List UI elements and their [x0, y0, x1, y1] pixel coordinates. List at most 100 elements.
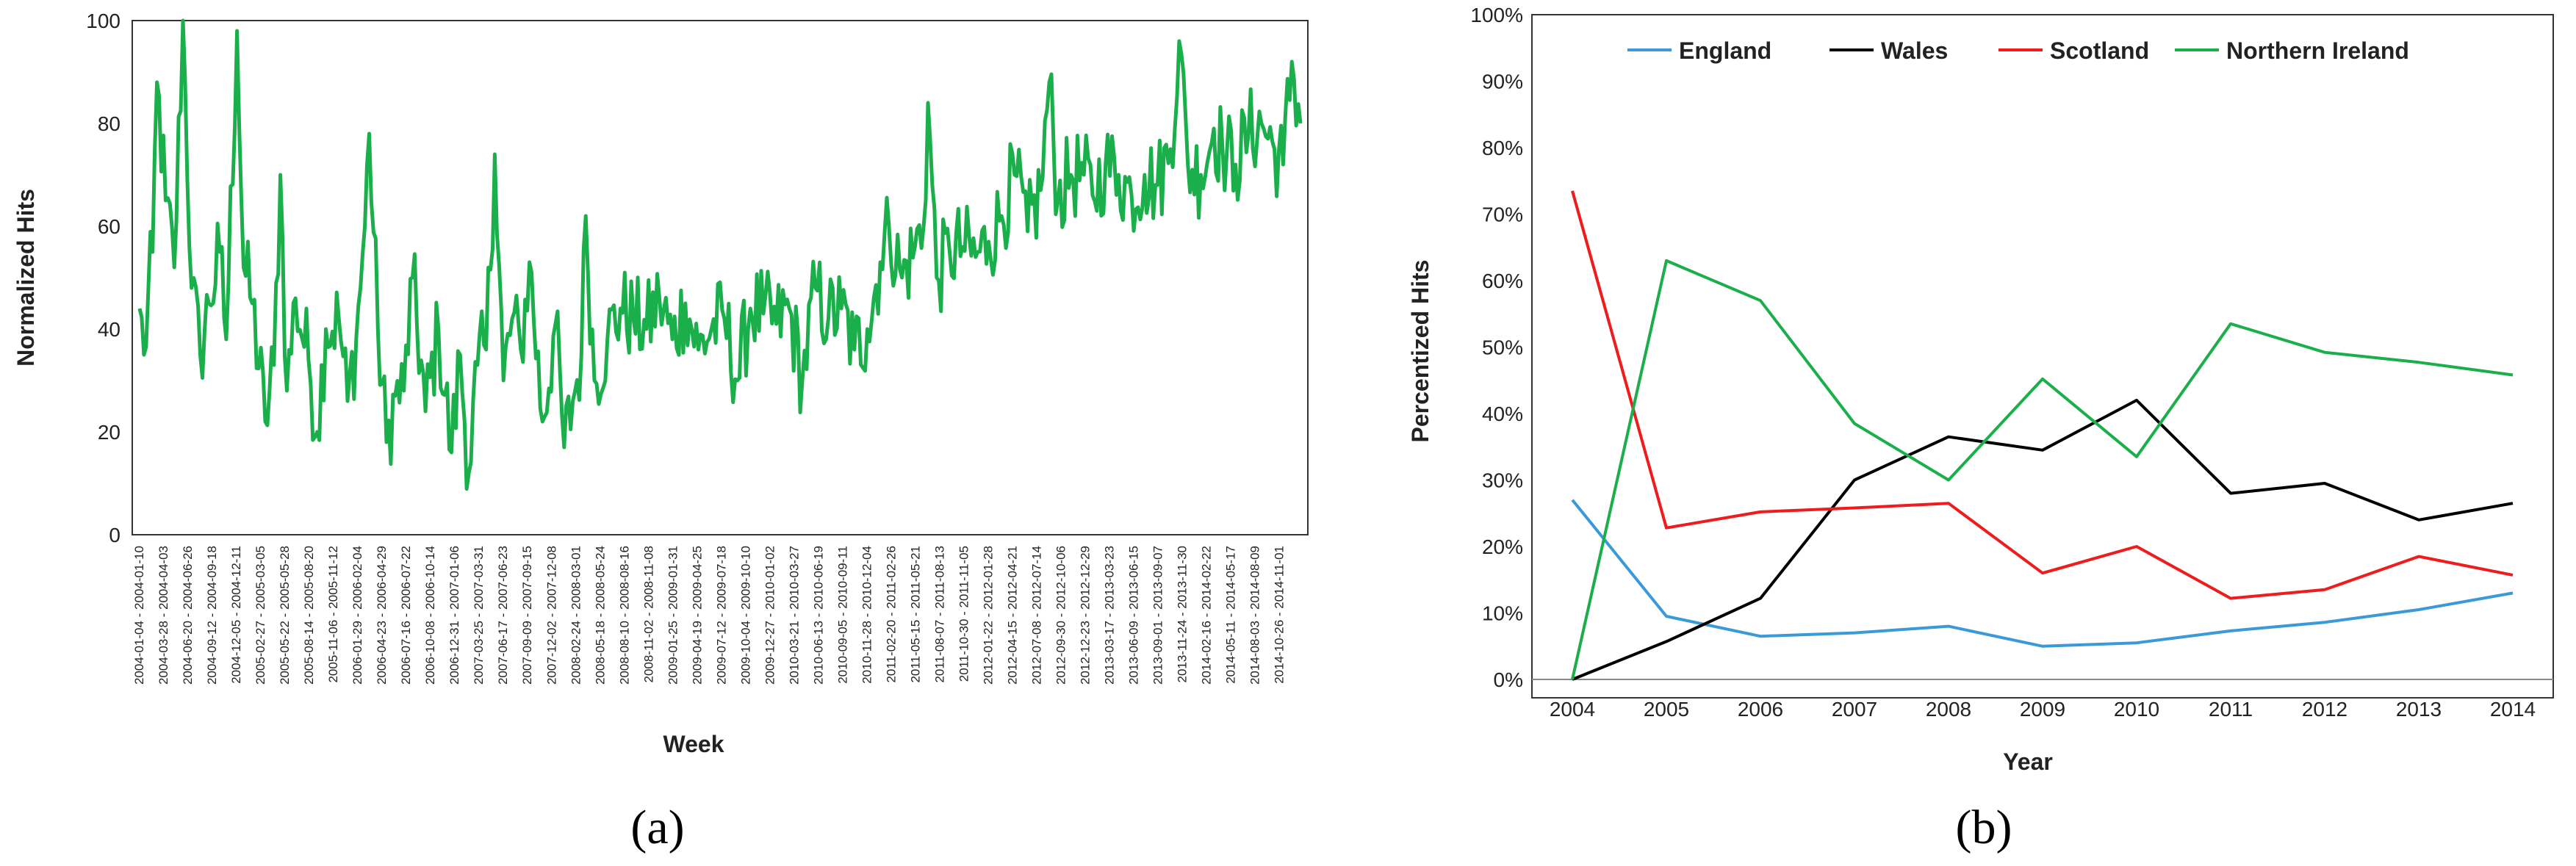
chart-b-legend-label: England [1679, 37, 1771, 64]
chart-a-x-tick-label: 2006-01-29 - 2006-02-04 [350, 546, 364, 685]
chart-a-x-tick-label: 2004-09-12 - 2004-09-18 [205, 546, 219, 685]
chart-b-x-tick-label: 2012 [2302, 698, 2347, 721]
chart-b-y-axis-title: Percentized Hits [1407, 260, 1433, 443]
chart-a-x-tick-label: 2009-04-19 - 2009-04-25 [690, 546, 704, 685]
chart-a-x-tick-label: 2008-11-02 - 2008-11-08 [641, 546, 655, 683]
chart-a-x-tick-label: 2009-07-12 - 2009-07-18 [714, 546, 728, 685]
chart-a-x-tick-label: 2004-06-20 - 2004-06-26 [181, 546, 195, 685]
chart-b-series-line-england [1571, 499, 2514, 648]
chart-b-x-tick-label: 2008 [1926, 698, 1971, 721]
chart-a-x-tick-label: 2013-11-24 - 2013-11-30 [1176, 546, 1190, 683]
chart-a-y-tick-label: 20 [98, 421, 120, 444]
chart-a-x-tick-label: 2011-10-30 - 2011-11-05 [957, 546, 971, 682]
chart-a-x-tick-label: 2011-08-07 - 2011-08-13 [932, 546, 946, 683]
chart-b-y-tick-label: 70% [1482, 203, 1523, 226]
chart-b-y-tick-label: 30% [1482, 469, 1523, 492]
chart-a-x-tick-label: 2005-02-27 - 2005-03-05 [253, 546, 267, 685]
chart-a-x-tick-label: 2010-06-13 - 2010-06-19 [811, 546, 825, 685]
chart-b-y-tick-label: 100% [1470, 4, 1523, 26]
chart-b-y-ticks: 0% 10% 20% 30% 40% 50% 60% 70% 80% 90% 100% [1470, 4, 1523, 691]
chart-b-y-tick-label: 90% [1482, 71, 1523, 93]
chart-b-x-tick-label: 2009 [2020, 698, 2065, 721]
chart-a-x-tick-label: 2011-02-20 - 2011-02-26 [884, 546, 898, 683]
chart-a-x-tick-label: 2012-01-22 - 2012-01-28 [982, 546, 996, 685]
chart-b-x-tick-label: 2007 [1832, 698, 1877, 721]
chart-b-legend-label: Northern Ireland [2226, 37, 2409, 64]
chart-b-series-line-scotland [1571, 190, 2514, 600]
chart-a-y-axis-title: Normalized Hits [12, 189, 39, 367]
chart-a-x-tick-label: 2014-08-03 - 2014-08-09 [1248, 546, 1262, 685]
chart-a-x-tick-label: 2005-05-22 - 2005-05-28 [278, 546, 292, 685]
chart-a-x-tick-label: 2010-03-21 - 2010-03-27 [787, 546, 801, 685]
chart-a-x-tick-label: 2007-12-02 - 2007-12-08 [544, 546, 558, 685]
chart-a-x-ticks: 2004-01-04 - 2004-01-10 2004-03-28 - 2004… [132, 546, 1287, 685]
chart-a-y-tick-label: 40 [98, 318, 120, 341]
chart-a-x-tick-label: 2008-02-24 - 2008-03-01 [569, 546, 583, 685]
chart-a-y-tick-label: 100 [86, 10, 120, 32]
chart-a-axes [132, 20, 1309, 535]
chart-a-x-tick-label: 2006-07-16 - 2006-07-22 [399, 546, 413, 685]
chart-a-x-tick-label: 2007-03-25 - 2007-03-31 [472, 546, 486, 685]
chart-a-x-tick-label: 2004-01-04 - 2004-01-10 [132, 546, 146, 685]
chart-a-y-tick-label: 80 [98, 112, 120, 135]
chart-a-x-tick-label: 2013-06-09 - 2013-06-15 [1127, 546, 1141, 685]
chart-b-y-tick-label: 10% [1482, 602, 1523, 625]
chart-b-y-tick-label: 50% [1482, 336, 1523, 359]
chart-b-x-tick-label: 2004 [1550, 698, 1595, 721]
chart-b-y-tick-label: 60% [1482, 270, 1523, 292]
chart-b-y-tick-label: 0% [1494, 668, 1523, 691]
chart-a-x-tick-label: 2012-12-23 - 2012-12-29 [1079, 546, 1093, 685]
chart-a-x-tick-label: 2013-09-01 - 2013-09-07 [1151, 546, 1165, 685]
chart-b-x-tick-label: 2010 [2114, 698, 2159, 721]
chart-a-x-tick-label: 2004-03-28 - 2004-04-03 [156, 546, 170, 685]
chart-b-legend-label: Wales [1881, 37, 1948, 64]
chart-a-x-tick-label: 2009-12-27 - 2010-01-02 [763, 546, 777, 685]
chart-a-x-tick-label: 2005-08-14 - 2005-08-20 [302, 546, 316, 685]
chart-b-axes [1531, 14, 2554, 699]
chart-a-x-tick-label: 2009-10-04 - 2009-10-10 [738, 546, 752, 685]
chart-b-x-tick-label: 2011 [2209, 698, 2253, 721]
panel-label-b: (b) [1956, 801, 2012, 854]
chart-a-x-tick-label: 2012-07-08 - 2012-07-14 [1030, 546, 1044, 685]
chart-a-x-tick-label: 2008-05-18 - 2008-05-24 [593, 546, 607, 685]
chart-b-series-line-northern-ireland [1571, 259, 2514, 680]
chart-a-x-tick-label: 2008-08-10 - 2008-08-16 [617, 546, 631, 685]
chart-b-legend: England Wales Scotland Northern Ireland [1627, 37, 2409, 64]
chart-b-x-tick-label: 2013 [2396, 698, 2442, 721]
chart-b-legend-label: Scotland [2050, 37, 2149, 64]
chart-a-y-ticks: 0 20 40 60 80 100 [86, 10, 120, 546]
chart-a-x-tick-label: 2006-12-31 - 2007-01-06 [447, 546, 461, 685]
chart-a-plot-frame [132, 20, 1309, 535]
chart-b-y-tick-label: 40% [1482, 403, 1523, 425]
chart-a-x-tick-label: 2010-11-28 - 2010-12-04 [860, 546, 874, 684]
chart-b-x-tick-label: 2006 [1738, 698, 1783, 721]
chart-a-x-tick-label: 2009-01-25 - 2009-01-31 [666, 546, 680, 685]
chart-a-x-tick-label: 2007-06-17 - 2007-06-23 [496, 546, 510, 685]
chart-a-x-tick-label: 2007-09-09 - 2007-09-15 [520, 546, 534, 685]
chart-a-x-tick-label: 2014-05-11 - 2014-05-17 [1224, 546, 1238, 684]
chart-a-x-tick-label: 2014-10-26 - 2014-11-01 [1273, 546, 1287, 684]
chart-a-series-line [137, 18, 1303, 491]
chart-a-x-tick-label: 2010-09-05 - 2010-09-11 [835, 546, 849, 684]
chart-a-x-axis-title: Week [663, 731, 724, 757]
chart-a-x-tick-label: 2004-12-05 - 2004-12-11 [229, 546, 243, 684]
chart-b-y-tick-label: 20% [1482, 535, 1523, 558]
chart-b-series-lines [1571, 190, 2514, 681]
chart-a-x-tick-label: 2006-10-08 - 2006-10-14 [423, 546, 437, 685]
chart-a-y-tick-label: 0 [109, 524, 120, 546]
chart-a-x-tick-label: 2005-11-06 - 2005-11-12 [326, 546, 340, 683]
chart-a-x-tick-label: 2012-04-15 - 2012-04-21 [1006, 546, 1020, 685]
chart-b-x-tick-label: 2005 [1644, 698, 1689, 721]
chart-b-x-ticks: 2004 2005 2006 2007 2008 2009 2010 2011 2012 2013… [1550, 698, 2536, 721]
chart-b-y-tick-label: 80% [1482, 137, 1523, 159]
chart-a-x-tick-label: 2006-04-23 - 2006-04-29 [375, 546, 389, 685]
chart-b-series-line-wales [1572, 398, 2514, 681]
chart-b-x-tick-label: 2014 [2490, 698, 2536, 721]
chart-b-plot-frame [1531, 14, 2554, 699]
panel-label-a: (a) [630, 801, 684, 854]
chart-a-x-tick-label: 2011-05-15 - 2011-05-21 [908, 546, 922, 683]
chart-a-x-tick-label: 2014-02-16 - 2014-02-22 [1200, 546, 1214, 685]
chart-a-x-tick-label: 2013-03-17 - 2013-03-23 [1103, 546, 1117, 685]
chart-b-x-axis-title: Year [2003, 748, 2053, 775]
